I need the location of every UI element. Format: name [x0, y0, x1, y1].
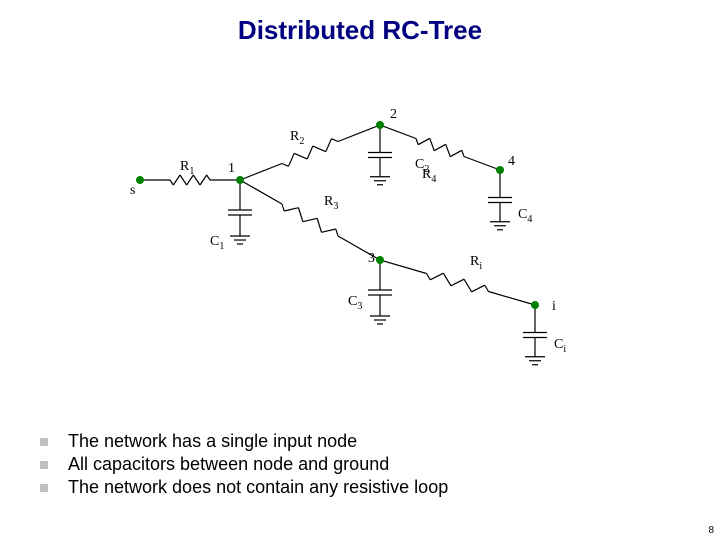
svg-text:1: 1 — [228, 161, 235, 176]
bullet-icon — [40, 438, 48, 446]
svg-text:R2: R2 — [290, 129, 304, 147]
bullet-icon — [40, 461, 48, 469]
svg-text:Ri: Ri — [470, 254, 482, 272]
bullet-text: The network has a single input node — [68, 431, 357, 452]
svg-text:C4: C4 — [518, 207, 532, 225]
svg-text:C3: C3 — [348, 294, 362, 312]
bullet-list: The network has a single input node All … — [40, 429, 448, 500]
svg-text:C1: C1 — [210, 234, 224, 252]
svg-text:i: i — [552, 299, 556, 314]
svg-text:R1: R1 — [180, 159, 194, 177]
diagram-svg: R1R2R3R4RiC1C2C3C4Cis1234i — [100, 70, 620, 420]
rc-tree-diagram: R1R2R3R4RiC1C2C3C4Cis1234i — [100, 70, 620, 420]
svg-text:2: 2 — [390, 107, 397, 122]
bullet-text: All capacitors between node and ground — [68, 454, 389, 475]
page-number: 8 — [708, 525, 714, 536]
list-item: The network has a single input node — [40, 431, 448, 452]
svg-text:s: s — [130, 183, 135, 198]
svg-text:3: 3 — [368, 251, 375, 266]
svg-text:Ci: Ci — [554, 337, 566, 355]
svg-text:4: 4 — [508, 154, 515, 169]
bullet-text: The network does not contain any resisti… — [68, 477, 448, 498]
page-title: Distributed RC-Tree — [0, 15, 720, 46]
list-item: The network does not contain any resisti… — [40, 477, 448, 498]
list-item: All capacitors between node and ground — [40, 454, 448, 475]
svg-text:R3: R3 — [324, 194, 338, 212]
title-text: Distributed RC-Tree — [238, 15, 482, 45]
bullet-icon — [40, 484, 48, 492]
